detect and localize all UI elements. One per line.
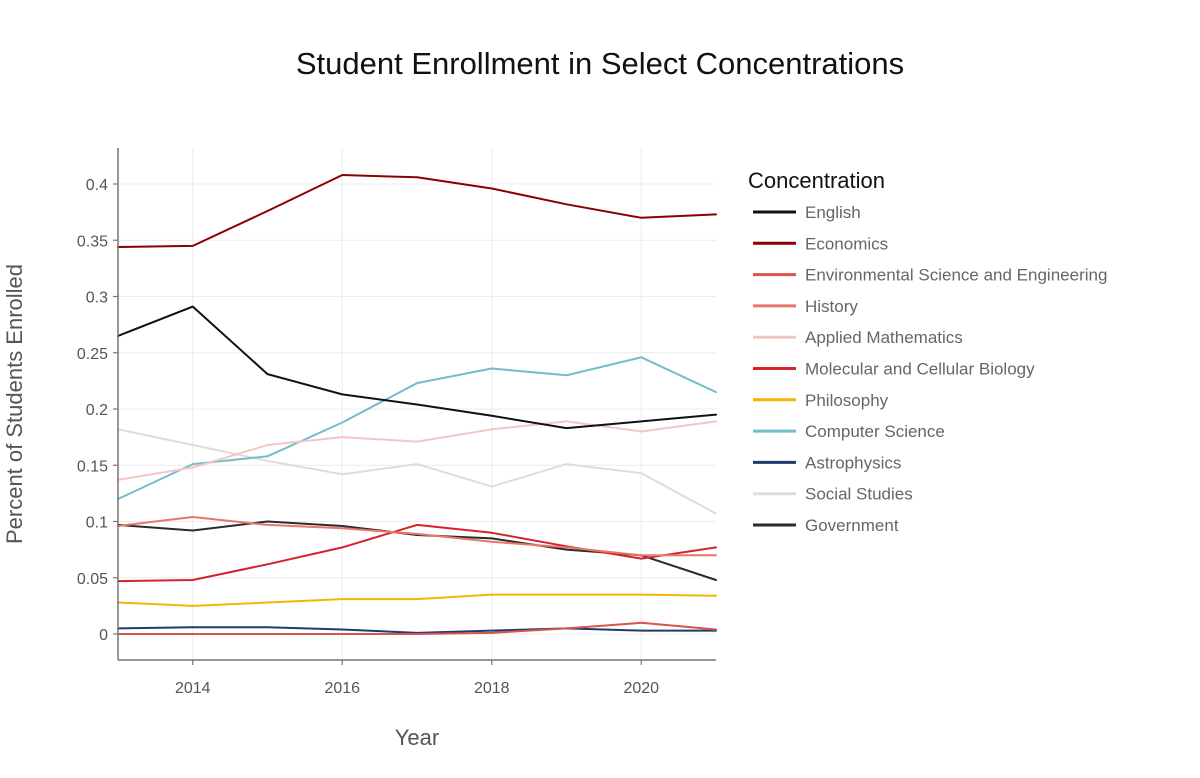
legend-label: Applied Mathematics: [805, 328, 963, 347]
legend-label: Astrophysics: [805, 453, 901, 472]
x-tick-label: 2014: [175, 680, 211, 697]
legend-label: Economics: [805, 234, 888, 253]
legend-item-english: English: [753, 203, 861, 222]
series-line-history: [117, 516, 717, 557]
legend-item-astrophysics: Astrophysics: [753, 453, 901, 472]
x-tick-label: 2016: [324, 680, 360, 697]
legend-label: Environmental Science and Engineering: [805, 266, 1107, 285]
series-line-economics: [117, 174, 717, 248]
series-line-applied-mathematics: [117, 420, 717, 481]
x-tick-label: 2018: [474, 680, 510, 697]
legend-label: Computer Science: [805, 422, 945, 441]
y-tick-label: 0.15: [77, 458, 108, 475]
series-line-astrophysics: [117, 626, 717, 634]
legend: Concentration English Economics Environmen…: [748, 168, 1107, 535]
x-ticks: 2014 2016 2018 2020: [175, 660, 659, 697]
series-line-social-studies: [117, 428, 717, 515]
legend-label: Government: [805, 516, 899, 535]
legend-item-environmental-science-and-engineering: Environmental Science and Engineering: [753, 266, 1107, 285]
gridlines: [118, 148, 716, 660]
series-line-government: [117, 520, 717, 581]
series-line-english: [117, 305, 717, 430]
x-axis-title: Year: [395, 725, 439, 750]
y-tick-label: 0.25: [77, 346, 108, 363]
y-tick-label: 0.2: [86, 402, 108, 419]
legend-label: English: [805, 203, 861, 222]
legend-item-philosophy: Philosophy: [753, 391, 889, 410]
series-line-environmental-science-and-engineering: [117, 621, 717, 635]
axes: [117, 148, 716, 661]
y-tick-label: 0.05: [77, 571, 108, 588]
y-tick-label: 0.1: [86, 515, 108, 532]
series-lines: [117, 174, 717, 635]
legend-item-economics: Economics: [753, 234, 888, 253]
y-tick-label: 0.35: [77, 233, 108, 250]
series-line-computer-science: [117, 356, 717, 500]
legend-item-government: Government: [753, 516, 899, 535]
legend-label: Social Studies: [805, 485, 913, 504]
legend-item-applied-mathematics: Applied Mathematics: [753, 328, 963, 347]
y-ticks: 0 0.05 0.1 0.15 0.2 0.25 0.3 0.35 0.4: [77, 177, 118, 644]
legend-label: Philosophy: [805, 391, 889, 410]
legend-item-social-studies: Social Studies: [753, 485, 913, 504]
series-line-molecular-and-cellular-biology: [117, 523, 717, 583]
legend-label: History: [805, 297, 858, 316]
legend-item-molecular-and-cellular-biology: Molecular and Cellular Biology: [753, 360, 1035, 379]
series-line-philosophy: [117, 593, 717, 607]
y-tick-label: 0: [99, 627, 108, 644]
legend-item-history: History: [753, 297, 858, 316]
legend-label: Molecular and Cellular Biology: [805, 360, 1035, 379]
x-tick-label: 2020: [623, 680, 659, 697]
y-tick-label: 0.3: [86, 290, 108, 307]
y-tick-label: 0.4: [86, 177, 108, 194]
legend-item-computer-science: Computer Science: [753, 422, 945, 441]
legend-title: Concentration: [748, 168, 885, 193]
y-axis-title: Percent of Students Enrolled: [2, 264, 27, 544]
chart-title: Student Enrollment in Select Concentrati…: [296, 46, 904, 81]
